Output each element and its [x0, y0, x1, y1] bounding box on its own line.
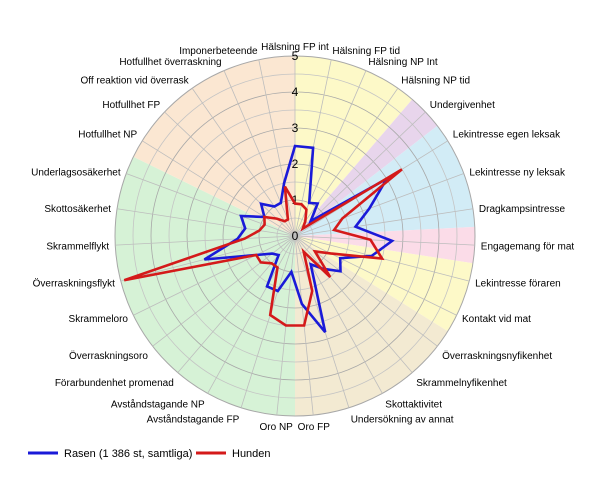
- grid-spoke: [177, 235, 296, 373]
- tick-label: 0: [292, 229, 299, 243]
- category-label: Förarbundenhet promenad: [55, 378, 174, 389]
- grid-spoke: [294, 235, 438, 347]
- grid-spoke: [191, 88, 296, 237]
- category-label: Hotfullhet NP: [78, 130, 137, 141]
- category-label: Engagemang för mat: [481, 241, 575, 252]
- series-line-1: [123, 168, 403, 327]
- category-label: Hälsning NP tid: [401, 75, 470, 86]
- legend-label-rasen: Rasen (1 386 st, samtliga): [64, 448, 192, 460]
- category-label: Skottosäkerhet: [44, 204, 111, 215]
- category-label: Oro FP: [298, 422, 331, 433]
- category-label: Oro NP: [260, 422, 294, 433]
- category-label: Skrammelnyfikenhet: [416, 378, 507, 389]
- tick-label: 5: [292, 49, 299, 63]
- category-label: Undergivenhet: [430, 100, 495, 111]
- category-label: Underlagsosäkerhet: [31, 167, 121, 178]
- category-label: Skottaktivitet: [385, 400, 442, 411]
- grid-spoke: [115, 235, 296, 246]
- radial-tick-labels: 0 1 2 3 4 5: [292, 49, 299, 243]
- tick-label: 1: [292, 193, 299, 207]
- category-label: Skrammelflykt: [46, 241, 109, 252]
- grid-spoke: [258, 59, 296, 237]
- data-series: [123, 144, 403, 334]
- grid-spoke: [126, 173, 296, 237]
- grid-spoke: [207, 235, 296, 394]
- category-label: Överraskningsnyfikenhet: [442, 350, 552, 362]
- category-label: Avståndstagande NP: [111, 399, 205, 411]
- category-label: Undersökning av annat: [351, 415, 454, 426]
- grid-spoke: [294, 235, 383, 394]
- category-label: Hotfullhet FP: [102, 100, 160, 111]
- grid-spoke: [240, 235, 296, 408]
- grid-spoke: [294, 173, 464, 237]
- grid-spoke: [117, 208, 296, 237]
- category-label: Dragkampsintresse: [479, 204, 566, 215]
- tick-label: 2: [292, 157, 299, 171]
- grid-spoke: [223, 70, 296, 237]
- sector-band-7: [133, 56, 295, 236]
- grid-spoke: [142, 140, 296, 237]
- category-label: Imponerbeteende: [179, 46, 258, 57]
- grid-spoke: [294, 235, 475, 246]
- legend: Rasen (1 386 st, samtliga) Hunden: [28, 448, 271, 460]
- category-label: Lekintresse egen leksak: [453, 130, 561, 141]
- tick-label: 3: [292, 121, 299, 135]
- category-label: Off reaktion vid överrask: [80, 75, 189, 86]
- category-label: Hälsning NP Int: [368, 57, 438, 68]
- radar-grid: [114, 55, 476, 417]
- category-label: Skrammeloro: [69, 314, 129, 325]
- legend-label-hunden: Hunden: [232, 448, 271, 460]
- category-label: Hälsning FP int: [261, 42, 329, 53]
- category-label: Kontakt vid mat: [462, 314, 531, 325]
- sector-band-6: [114, 156, 296, 416]
- category-label: Lekintresse ny leksak: [469, 167, 566, 178]
- grid-spoke: [294, 111, 426, 237]
- grid-spoke: [294, 208, 473, 237]
- grid-spoke: [294, 235, 457, 316]
- category-label: Överraskningsflykt: [33, 278, 115, 290]
- grid-spoke: [294, 235, 413, 373]
- grid-spoke: [133, 235, 296, 316]
- category-label: Lekintresse föraren: [475, 279, 561, 290]
- grid-spoke: [164, 111, 296, 237]
- grid-spoke: [294, 88, 399, 237]
- category-label: Hälsning FP tid: [332, 46, 400, 57]
- category-label: Hotfullhet överraskning: [119, 57, 221, 68]
- category-label: Överraskningsoro: [69, 350, 148, 362]
- tick-label: 4: [292, 85, 299, 99]
- category-label: Avståndstagande FP: [147, 414, 240, 426]
